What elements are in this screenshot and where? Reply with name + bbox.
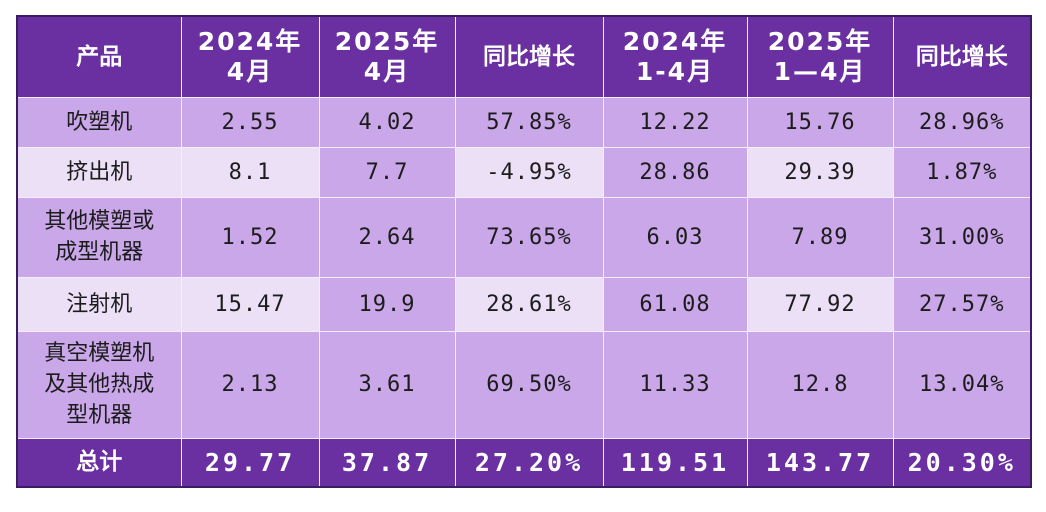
- value-cell: 1.52: [180, 196, 320, 278]
- value-cell: 28.96%: [892, 96, 1032, 148]
- value-cell: 77.92: [746, 276, 894, 332]
- header-2025-jan-apr-line1: 2025年: [767, 26, 873, 56]
- table-body: 吹塑机 2.55 4.02 57.85% 12.22 15.76 28.96% 挤出机 8.1 7…: [16, 96, 1032, 488]
- header-row: 产品 2024年 4月 2025年 4月 同比增长 2024年 1-4月 202…: [16, 15, 1032, 98]
- value-cell: 57.85%: [454, 96, 604, 148]
- value-cell: 8.1: [180, 146, 320, 198]
- value-cell: 13.04%: [892, 330, 1032, 439]
- product-name-line: 及其他热成: [44, 372, 155, 397]
- value-cell: 7.7: [318, 146, 456, 198]
- header-2024-april-line2: 4月: [226, 56, 274, 86]
- value-cell: 27.57%: [892, 276, 1032, 332]
- value-cell: 28.61%: [454, 276, 604, 332]
- table-row: 其他模塑或 成型机器 1.52 2.64 73.65% 6.03 7.89 31.00%: [16, 196, 1032, 278]
- value-cell: 73.65%: [454, 196, 604, 278]
- value-cell: 15.76: [746, 96, 894, 148]
- value-cell: 15.47: [180, 276, 320, 332]
- header-2024-jan-apr-line1: 2024年: [622, 26, 728, 56]
- header-2025-april-line1: 2025年: [334, 26, 440, 56]
- value-cell: 12.8: [746, 330, 894, 439]
- value-cell: 28.86: [602, 146, 748, 198]
- header-2025-jan-apr-line2: 1—4月: [773, 56, 867, 86]
- value-cell: 7.89: [746, 196, 894, 278]
- total-row: 总计 29.77 37.87 27.20% 119.51 143.77 20.30%: [16, 437, 1032, 488]
- header-2024-april: 2024年 4月: [180, 15, 320, 98]
- header-2025-april-line2: 4月: [363, 56, 411, 86]
- value-cell: 3.61: [318, 330, 456, 439]
- table-row: 真空模塑机 及其他热成 型机器 2.13 3.61 69.50% 11.33 12.8 13.0…: [16, 330, 1032, 439]
- total-label: 总计: [16, 437, 182, 488]
- value-cell: 12.22: [602, 96, 748, 148]
- value-cell: 1.87%: [892, 146, 1032, 198]
- data-table: 产品 2024年 4月 2025年 4月 同比增长 2024年 1-4月 202…: [16, 15, 1032, 488]
- product-name-line: 吹塑机: [66, 109, 133, 135]
- header-2025-april: 2025年 4月: [318, 15, 456, 98]
- value-cell: 2.64: [318, 196, 456, 278]
- header-product: 产品: [16, 15, 182, 98]
- value-cell: 2.13: [180, 330, 320, 439]
- value-cell: 29.39: [746, 146, 894, 198]
- value-cell: -4.95%: [454, 146, 604, 198]
- table-row: 注射机 15.47 19.9 28.61% 61.08 77.92 27.57%: [16, 276, 1032, 332]
- product-name-cell: 其他模塑或 成型机器: [16, 196, 182, 278]
- total-value-cell: 119.51: [602, 437, 748, 488]
- value-cell: 6.03: [602, 196, 748, 278]
- product-name-line: 挤出机: [66, 159, 133, 185]
- product-name-cell: 吹塑机: [16, 96, 182, 148]
- product-name-cell: 注射机: [16, 276, 182, 332]
- table-row: 吹塑机 2.55 4.02 57.85% 12.22 15.76 28.96%: [16, 96, 1032, 148]
- header-yoy-april: 同比增长: [454, 15, 604, 98]
- value-cell: 31.00%: [892, 196, 1032, 278]
- value-cell: 11.33: [602, 330, 748, 439]
- header-2024-jan-apr-line2: 1-4月: [635, 56, 715, 86]
- product-name-line: 注射机: [66, 291, 133, 317]
- value-cell: 4.02: [318, 96, 456, 148]
- header-yoy-jan-apr: 同比增长: [892, 15, 1032, 98]
- product-name-line: 型机器: [66, 403, 133, 428]
- total-value-cell: 37.87: [318, 437, 456, 488]
- total-value-cell: 143.77: [746, 437, 894, 488]
- value-cell: 61.08: [602, 276, 748, 332]
- product-name-line: 其他模塑或: [44, 209, 155, 234]
- table-row: 挤出机 8.1 7.7 -4.95% 28.86 29.39 1.87%: [16, 146, 1032, 198]
- product-name-cell: 挤出机: [16, 146, 182, 198]
- value-cell: 2.55: [180, 96, 320, 148]
- total-value-cell: 29.77: [180, 437, 320, 488]
- value-cell: 69.50%: [454, 330, 604, 439]
- total-value-cell: 20.30%: [892, 437, 1032, 488]
- product-name-cell: 真空模塑机及其他热成型机器: [16, 330, 182, 439]
- header-2024-april-line1: 2024年: [197, 26, 303, 56]
- value-cell: 19.9: [318, 276, 456, 332]
- product-name-line: 真空模塑机: [44, 341, 155, 366]
- total-value-cell: 27.20%: [454, 437, 604, 488]
- header-2024-jan-apr: 2024年 1-4月: [602, 15, 748, 98]
- header-2025-jan-apr: 2025年 1—4月: [746, 15, 894, 98]
- product-name-line: 成型机器: [55, 240, 144, 265]
